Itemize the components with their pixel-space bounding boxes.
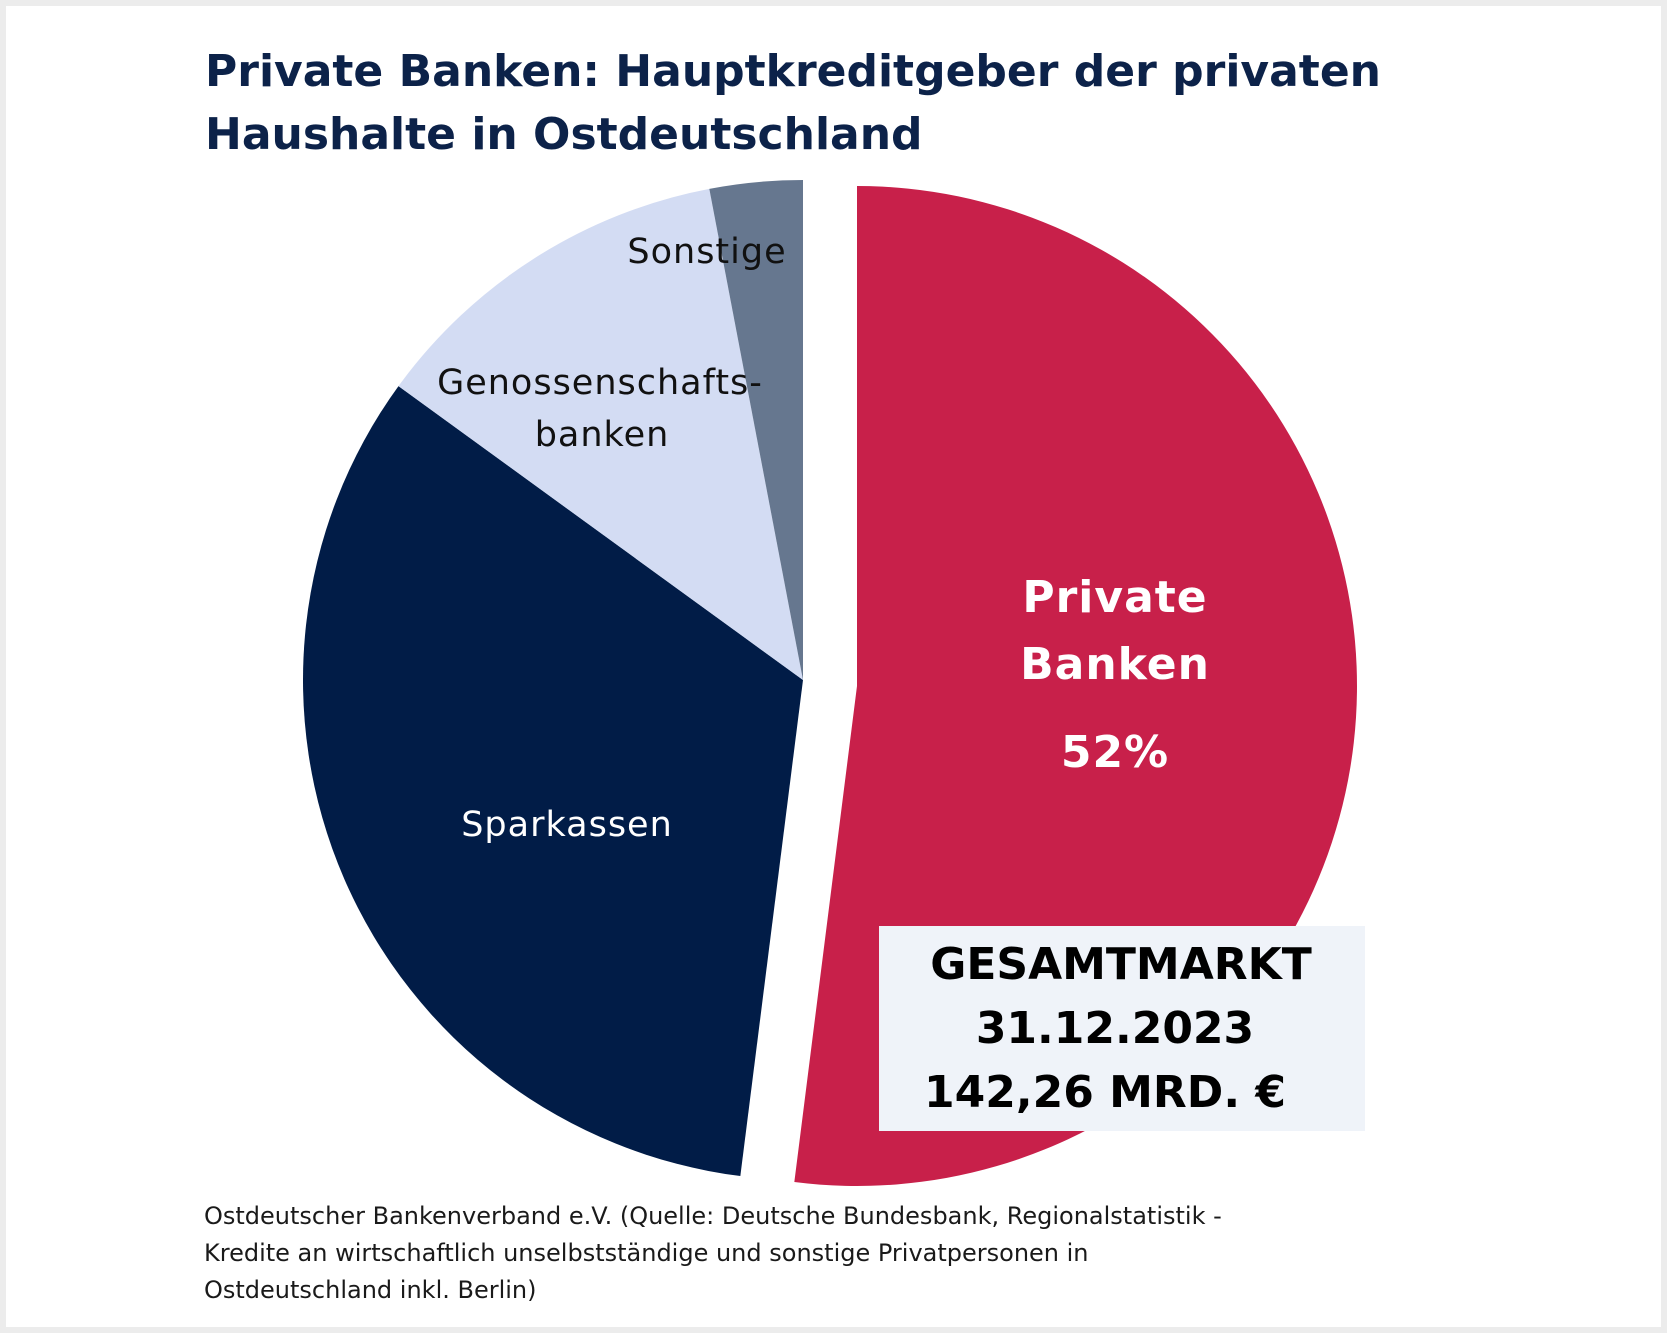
slice-label-private-banken-2: Banken	[1020, 639, 1210, 690]
total-market-box	[879, 926, 1365, 1131]
pie-slice-genossenschaftsbanken	[398, 188, 803, 680]
slice-label-sonstige: Sonstige	[627, 232, 786, 272]
slice-label-genossenschaftsbanken-1: Genossenschafts-	[437, 363, 763, 403]
chart-title-line-1: Private Banken: Hauptkreditgeber der pri…	[205, 46, 1381, 97]
source-line-2: Kredite an wirtschaftlich unselbstständi…	[204, 1239, 1089, 1267]
slice-value-private-banken: 52%	[1061, 727, 1169, 778]
slice-label-private-banken-1: Private	[1022, 572, 1207, 623]
total-market-date: 31.12.2023	[976, 1003, 1254, 1054]
slice-label-genossenschaftsbanken-2: banken	[535, 415, 670, 455]
source-line-1: Ostdeutscher Bankenverband e.V. (Quelle:…	[204, 1202, 1222, 1230]
total-market-label: GESAMTMARKT	[930, 939, 1312, 990]
chart-title-line-2: Haushalte in Ostdeutschland	[205, 109, 923, 160]
slice-label-sparkassen: Sparkassen	[461, 805, 673, 845]
pie-slice-sonstige	[709, 180, 803, 680]
pie-slice-sparkassen	[303, 386, 803, 1177]
source-line-3: Ostdeutschland inkl. Berlin)	[204, 1276, 537, 1304]
total-market-volume: 142,26 MRD. €	[924, 1067, 1286, 1118]
